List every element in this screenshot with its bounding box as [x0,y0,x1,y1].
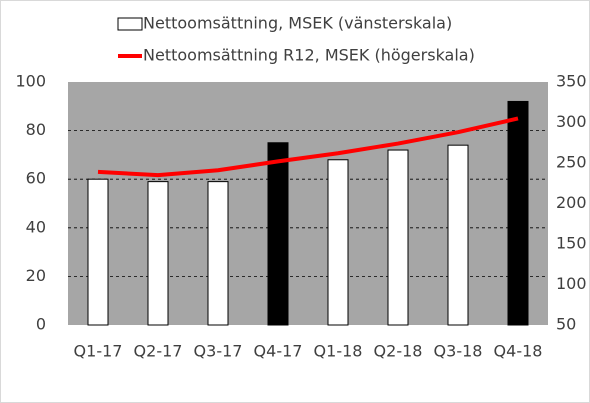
bar [327,159,349,326]
y-tick-label: 40 [26,217,46,236]
bar [207,181,229,326]
bar [387,149,409,326]
x-tick-label: Q4-17 [254,342,303,361]
y2-tick-label: 350 [556,72,587,91]
legend-label: Nettoomsättning, MSEK (vänsterskala) [143,14,452,33]
x-tick-label: Q3-18 [434,342,483,361]
y-tick-label: 80 [26,120,46,139]
y2-tick-label: 250 [556,153,587,172]
legend-swatch [117,17,143,31]
y2-tick-label: 200 [556,193,587,212]
x-tick-label: Q2-17 [134,342,183,361]
y-tick-label: 0 [36,315,46,334]
y2-tick-label: 100 [556,274,587,293]
line [97,116,519,178]
bar [267,142,289,326]
bar [147,181,169,326]
x-tick-label: Q3-17 [194,342,243,361]
legend-label: Nettoomsättning R12, MSEK (högerskala) [143,46,475,65]
plot-area [68,82,548,325]
x-tick-label: Q4-18 [494,342,543,361]
x-tick-label: Q2-18 [374,342,423,361]
y2-tick-label: 50 [556,315,576,334]
x-tick-label: Q1-17 [74,342,123,361]
bar [87,178,109,326]
y-tick-label: 60 [26,169,46,188]
bar [507,100,529,326]
bar [447,144,469,326]
y2-tick-label: 300 [556,112,587,131]
y2-tick-label: 150 [556,234,587,253]
y-tick-label: 100 [15,72,46,91]
y-tick-label: 20 [26,266,46,285]
x-tick-label: Q1-18 [314,342,363,361]
